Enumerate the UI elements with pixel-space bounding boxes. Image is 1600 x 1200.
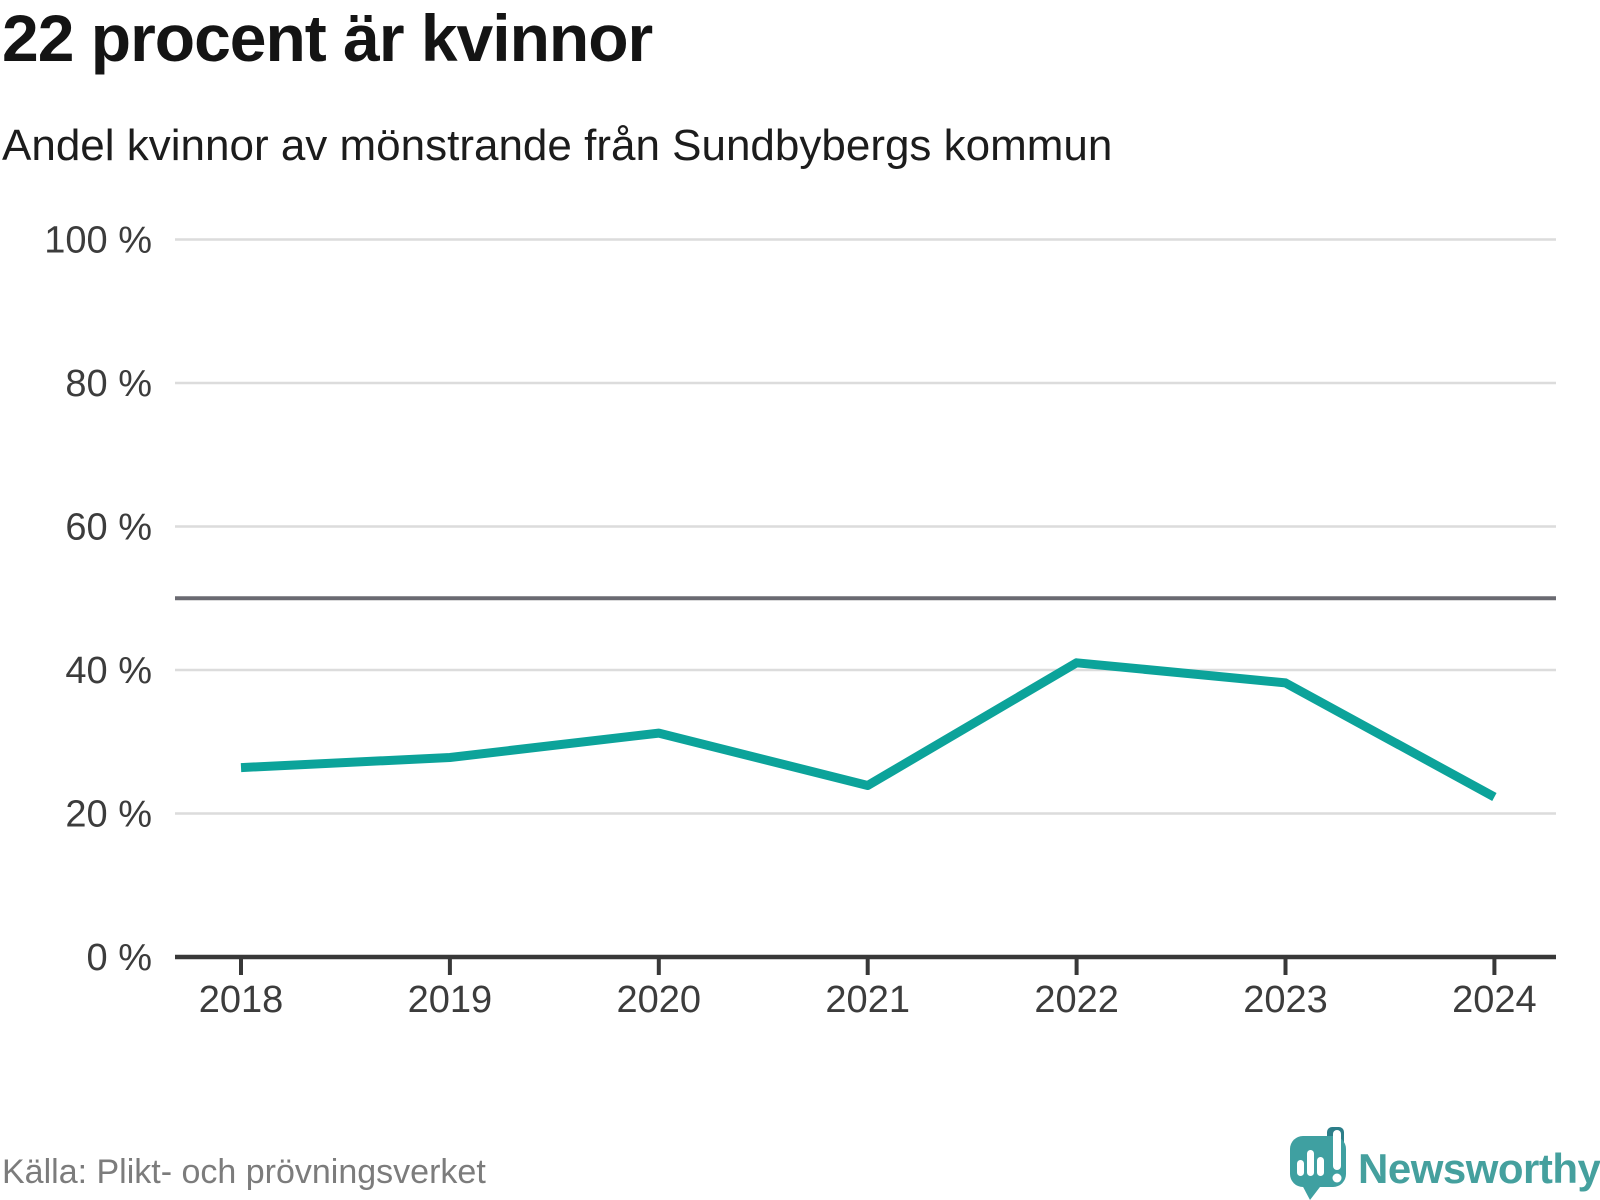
series-line xyxy=(240,658,1497,801)
y-tick-label-100: 100 % xyxy=(44,220,152,262)
x-tick-label-2024: 2024 xyxy=(1452,979,1537,1021)
x-tick-label-2020: 2020 xyxy=(617,979,702,1021)
logo-exclamation-icon xyxy=(1332,1130,1342,1183)
y-tick-label-80: 80 % xyxy=(65,363,152,405)
newsworthy-logo: Newsworthy xyxy=(1288,1126,1600,1200)
x-tick-label-2023: 2023 xyxy=(1243,979,1328,1021)
newsworthy-logo-text: Newsworthy xyxy=(1358,1145,1600,1192)
newsworthy-logo-icon xyxy=(1290,1127,1346,1200)
y-tick-label-40: 40 % xyxy=(65,650,152,692)
x-tick-label-2021: 2021 xyxy=(825,979,910,1021)
source-caption: Källa: Plikt- och prövningsverket xyxy=(2,1153,486,1191)
chart-subtitle: Andel kvinnor av mönstrande från Sundbyb… xyxy=(2,121,1113,170)
logo-bars-icon xyxy=(1297,1150,1324,1176)
y-tick-label-20: 20 % xyxy=(65,794,152,836)
y-tick-label-60: 60 % xyxy=(65,507,152,549)
x-tick-label-2019: 2019 xyxy=(408,979,493,1021)
chart-title: 22 procent är kvinnor xyxy=(2,1,653,75)
x-tick-label-2022: 2022 xyxy=(1034,979,1119,1021)
y-tick-label-0: 0 % xyxy=(87,937,152,979)
x-tick-label-2018: 2018 xyxy=(199,979,284,1021)
